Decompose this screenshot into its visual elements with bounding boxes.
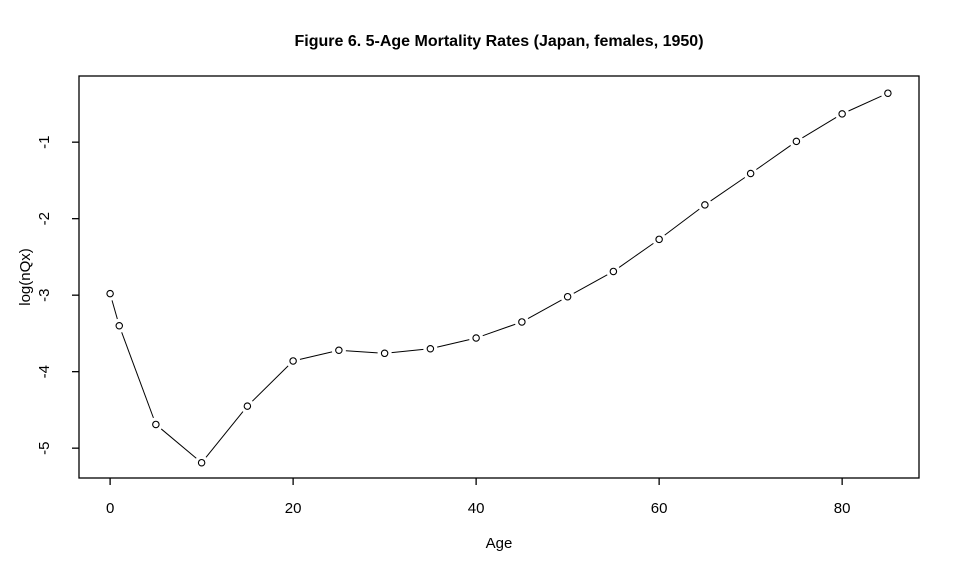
data-point: [746, 169, 755, 178]
series-segment: [251, 365, 289, 402]
y-tick-label: -1: [36, 135, 53, 148]
data-point: [426, 344, 435, 353]
series-segment: [527, 299, 562, 319]
data-point: [335, 346, 343, 354]
x-tick-label: 40: [468, 500, 485, 517]
data-point: [838, 110, 846, 118]
data-point: [655, 235, 663, 244]
series-segment: [391, 348, 424, 354]
data-point: [197, 458, 206, 467]
x-tick-label: 0: [106, 500, 114, 517]
series-segment: [802, 117, 837, 139]
series-segment: [618, 242, 654, 268]
series-segment: [664, 208, 700, 236]
data-point: [243, 402, 252, 410]
series-segment: [299, 351, 333, 360]
data-point: [380, 349, 389, 358]
series-segment: [710, 177, 746, 202]
data-point: [472, 334, 480, 342]
series-segment: [573, 274, 608, 294]
series-segment: [848, 95, 882, 112]
x-tick-label: 20: [285, 500, 302, 517]
y-axis-label: log(nQx): [17, 248, 34, 306]
data-point: [115, 322, 124, 330]
series-segment: [756, 145, 791, 170]
data-point: [792, 137, 801, 146]
y-tick-label: -3: [36, 288, 53, 301]
chart-title: Figure 6. 5-Age Mortality Rates (Japan, …: [294, 33, 704, 50]
x-tick-label: 60: [651, 500, 668, 517]
series-segment: [160, 428, 197, 459]
plot-frame: [78, 75, 920, 479]
data-point: [106, 289, 114, 298]
series-segment: [205, 411, 244, 458]
y-tick-label: -4: [36, 365, 53, 378]
series-segment: [111, 300, 118, 320]
series-segment: [121, 332, 154, 419]
data-point: [884, 89, 892, 97]
data-point: [701, 201, 709, 209]
x-tick-label: 80: [834, 500, 851, 517]
y-tick-label: -5: [36, 441, 53, 454]
series-segment: [345, 350, 378, 354]
data-point: [609, 267, 618, 276]
data-point: [152, 420, 160, 429]
data-point: [518, 318, 526, 326]
series-segment: [437, 339, 470, 348]
y-tick-label: -2: [36, 212, 53, 225]
x-axis-label: Age: [485, 535, 513, 552]
data-point: [563, 292, 572, 301]
series-segment: [482, 323, 516, 337]
data-point: [289, 357, 297, 365]
